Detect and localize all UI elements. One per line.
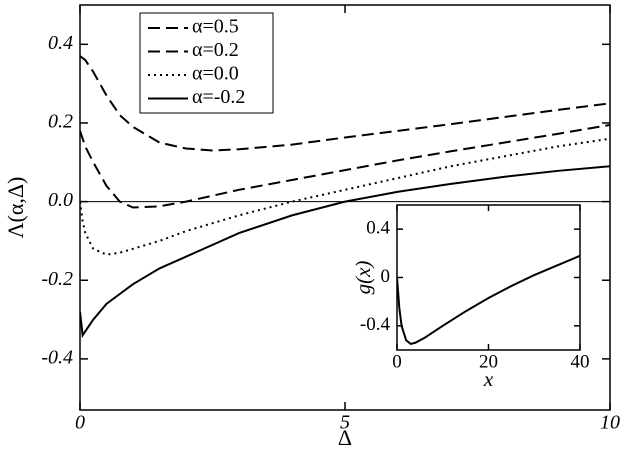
legend-label: α=0.5 (192, 16, 239, 38)
legend-label: α=-0.2 (192, 86, 245, 108)
x-tick-label: 10 (600, 412, 620, 434)
legend-box (139, 12, 274, 114)
y-tick-label: 0.0 (48, 189, 73, 211)
data-line (80, 55, 610, 152)
legend-label: α=0.0 (192, 63, 239, 85)
x-tick-label: 0 (392, 351, 402, 372)
x-tick-label: 20 (479, 351, 498, 372)
x-tick-label: 0 (75, 412, 85, 434)
y-axis-label: g(x) (351, 261, 375, 295)
y-tick-label: -0.2 (41, 268, 73, 290)
legend-label: α=0.2 (192, 39, 239, 61)
x-tick-label: 5 (340, 412, 350, 434)
data-line (80, 165, 610, 339)
y-tick-label: -0.4 (41, 346, 73, 368)
data-line (80, 123, 610, 209)
x-tick-label: 40 (571, 351, 590, 372)
y-axis-label: Λ(α,Δ) (3, 177, 28, 239)
x-axis-label: x (483, 367, 494, 391)
x-axis-label: Δ (338, 425, 352, 450)
y-tick-label: 0.2 (48, 111, 73, 133)
inset-background (397, 205, 580, 350)
y-tick-label: 0.4 (48, 32, 73, 54)
data-line (397, 254, 580, 346)
y-tick-label: 0 (381, 266, 391, 287)
y-tick-label: 0.4 (366, 218, 390, 239)
y-tick-label: -0.4 (360, 314, 391, 335)
